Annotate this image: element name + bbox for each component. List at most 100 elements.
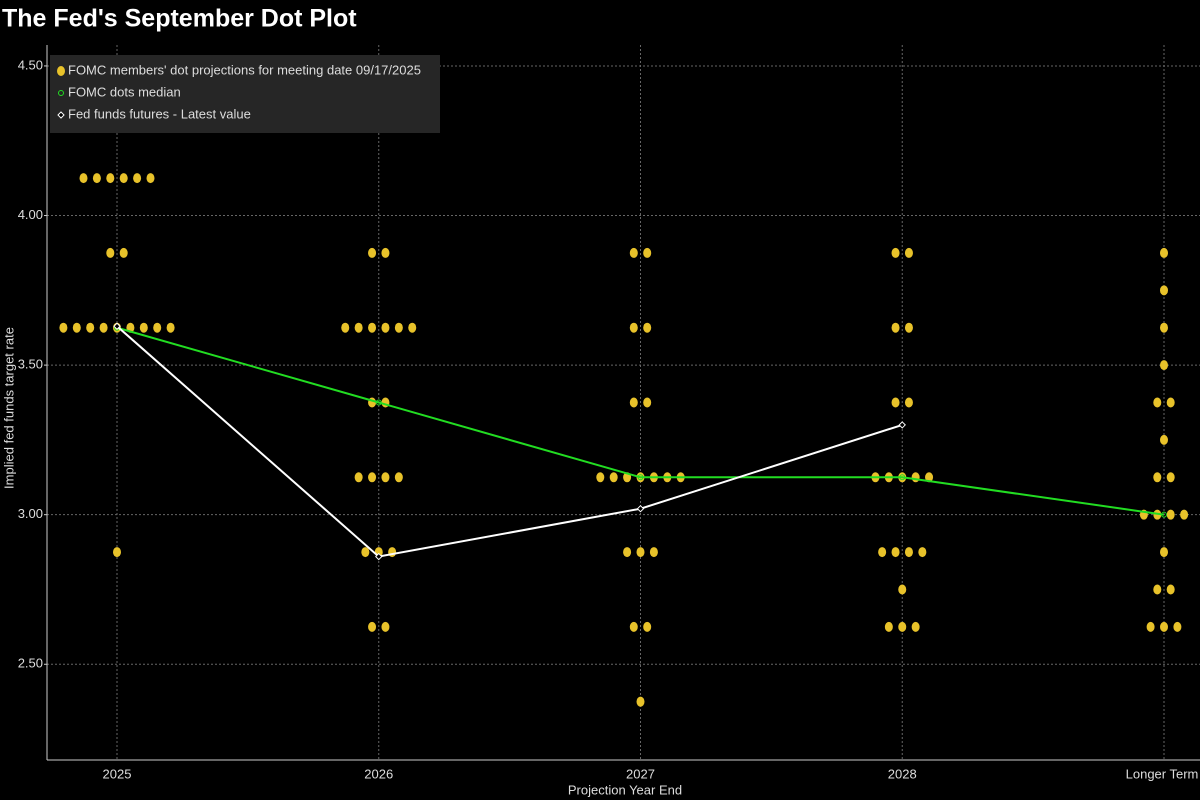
dot — [629, 247, 638, 258]
dot — [133, 173, 142, 184]
dot — [354, 472, 363, 483]
dot — [1146, 621, 1155, 632]
dot — [368, 472, 377, 483]
dot — [643, 397, 652, 408]
dot — [878, 547, 887, 558]
marker — [375, 399, 382, 406]
dot — [643, 247, 652, 258]
dot — [146, 173, 155, 184]
y-tick-label: 4.50 — [18, 57, 43, 72]
dot — [609, 472, 618, 483]
dot — [1166, 472, 1175, 483]
marker — [1161, 511, 1167, 518]
dot — [636, 696, 645, 707]
dot — [623, 547, 632, 558]
dot — [904, 322, 913, 333]
dot — [643, 322, 652, 333]
dot — [596, 472, 605, 483]
dot — [106, 173, 115, 184]
dot — [636, 547, 645, 558]
y-tick-label: 3.50 — [18, 357, 43, 372]
dot — [381, 322, 390, 333]
line — [116, 325, 903, 558]
dot — [891, 547, 900, 558]
dot — [629, 621, 638, 632]
chart-title: The Fed's September Dot Plot — [2, 5, 357, 33]
x-tick-label: 2026 — [364, 766, 393, 781]
dot — [99, 322, 108, 333]
dot — [904, 547, 913, 558]
dot — [381, 472, 390, 483]
dot — [1160, 547, 1168, 558]
dot — [891, 322, 900, 333]
marker — [375, 552, 383, 561]
dot — [86, 322, 95, 333]
dot — [361, 547, 370, 558]
dot — [341, 322, 350, 333]
dot — [394, 322, 403, 333]
dot — [898, 584, 907, 595]
x-tick-label: 2025 — [103, 766, 132, 781]
x-tick-label: 2027 — [626, 766, 655, 781]
dot — [1166, 509, 1175, 520]
marker — [898, 421, 906, 429]
legend-marker — [57, 111, 65, 119]
dot — [1173, 621, 1182, 632]
dot — [1153, 472, 1162, 483]
dot — [649, 547, 658, 558]
y-tick-label: 3.00 — [18, 506, 43, 521]
legend: FOMC members' dot projections for meetin… — [50, 55, 440, 133]
dot — [891, 397, 900, 408]
dot — [911, 472, 920, 483]
legend-label: FOMC members' dot projections for meetin… — [68, 62, 421, 77]
dot — [1160, 247, 1168, 258]
legend-marker — [58, 90, 64, 96]
dot — [59, 322, 68, 333]
dot — [891, 247, 900, 258]
dot — [904, 247, 913, 258]
x-axis-label: Projection Year End — [568, 782, 682, 797]
dot — [113, 547, 121, 558]
marker — [636, 504, 645, 513]
dot — [72, 322, 81, 333]
dot — [629, 397, 638, 408]
dot — [106, 247, 115, 258]
dot — [166, 322, 175, 333]
dot — [119, 247, 128, 258]
dot — [1160, 322, 1168, 333]
dot — [119, 173, 128, 184]
dot — [884, 621, 893, 632]
dot — [381, 621, 390, 632]
dot — [1166, 584, 1175, 595]
dot — [368, 247, 377, 258]
dot — [1180, 509, 1189, 520]
dot — [1160, 434, 1168, 445]
marker — [113, 322, 121, 330]
dot — [911, 621, 920, 632]
legend-marker — [57, 66, 65, 76]
dot — [1160, 360, 1168, 371]
y-tick-label: 4.00 — [18, 207, 43, 222]
dot — [1160, 621, 1168, 632]
legend-label: Fed funds futures - Latest value — [68, 106, 251, 121]
y-axis-label: Implied fed funds target rate — [1, 327, 16, 489]
y-tick-label: 2.50 — [18, 656, 43, 671]
grid: 2.50 3.00 3.50 4.00 4.50 2025 2026 2027 2028 Long… — [18, 45, 1200, 781]
dot — [904, 397, 913, 408]
legend-box — [50, 55, 440, 133]
dot — [381, 247, 390, 258]
line — [116, 326, 1165, 516]
marks — [59, 98, 1189, 707]
dot — [394, 472, 403, 483]
dot — [153, 322, 162, 333]
dot — [1160, 285, 1168, 296]
x-tick-label: 2028 — [888, 766, 917, 781]
dot — [643, 621, 652, 632]
dot — [925, 472, 934, 483]
marker — [899, 474, 906, 481]
dot — [139, 322, 148, 333]
dot — [1166, 397, 1175, 408]
dot — [898, 621, 907, 632]
